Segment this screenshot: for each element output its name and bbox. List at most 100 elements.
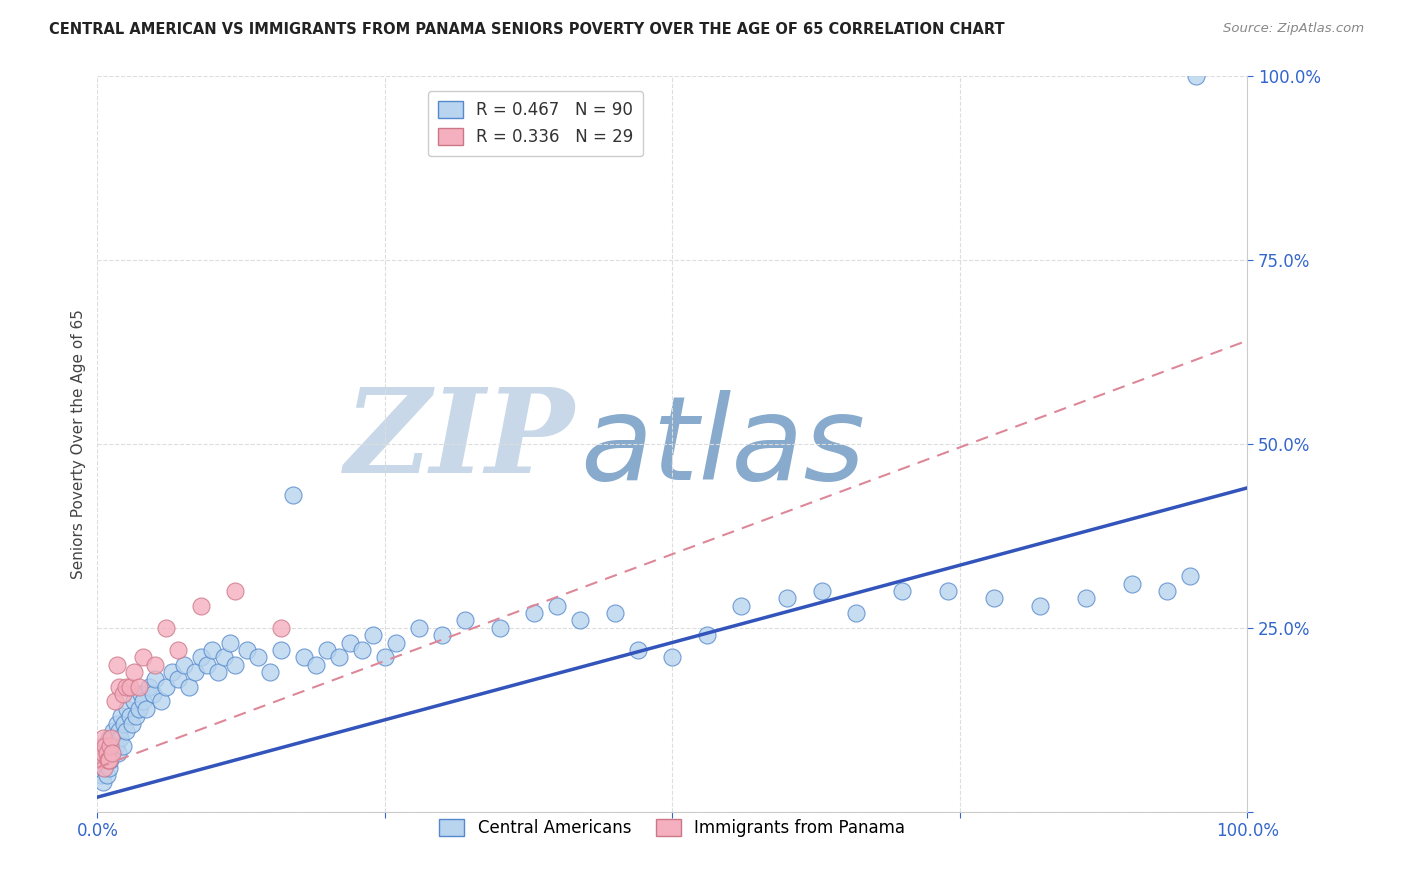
Point	[696, 628, 718, 642]
Point	[1076, 591, 1098, 606]
Point	[115, 723, 138, 738]
Point	[305, 657, 328, 672]
Point	[115, 680, 138, 694]
Point	[143, 673, 166, 687]
Point	[107, 746, 129, 760]
Point	[108, 680, 131, 694]
Point	[1121, 576, 1143, 591]
Point	[97, 753, 120, 767]
Point	[100, 731, 122, 746]
Point	[98, 739, 121, 753]
Point	[87, 746, 110, 760]
Point	[316, 643, 339, 657]
Point	[195, 657, 218, 672]
Point	[91, 775, 114, 789]
Point	[110, 731, 132, 746]
Point	[108, 723, 131, 738]
Point	[97, 746, 120, 760]
Point	[101, 746, 124, 760]
Point	[143, 657, 166, 672]
Point	[93, 761, 115, 775]
Point	[627, 643, 650, 657]
Point	[224, 657, 246, 672]
Point	[236, 643, 259, 657]
Point	[100, 739, 122, 753]
Point	[184, 665, 207, 679]
Point	[104, 739, 127, 753]
Point	[89, 761, 111, 775]
Point	[135, 702, 157, 716]
Point	[104, 694, 127, 708]
Point	[212, 650, 235, 665]
Point	[89, 753, 111, 767]
Point	[1178, 569, 1201, 583]
Point	[270, 621, 292, 635]
Point	[111, 687, 134, 701]
Point	[98, 753, 121, 767]
Point	[776, 591, 799, 606]
Point	[97, 753, 120, 767]
Legend: Central Americans, Immigrants from Panama: Central Americans, Immigrants from Panam…	[433, 813, 912, 844]
Point	[91, 746, 114, 760]
Point	[118, 680, 141, 694]
Point	[983, 591, 1005, 606]
Point	[166, 673, 188, 687]
Point	[91, 753, 114, 767]
Point	[432, 628, 454, 642]
Text: Source: ZipAtlas.com: Source: ZipAtlas.com	[1223, 22, 1364, 36]
Point	[190, 599, 212, 613]
Point	[155, 621, 177, 635]
Point	[121, 716, 143, 731]
Point	[97, 761, 120, 775]
Point	[190, 650, 212, 665]
Point	[350, 643, 373, 657]
Point	[270, 643, 292, 657]
Point	[661, 650, 683, 665]
Point	[96, 746, 118, 760]
Point	[374, 650, 396, 665]
Point	[207, 665, 229, 679]
Text: ZIP: ZIP	[344, 383, 575, 498]
Point	[117, 702, 139, 716]
Point	[179, 680, 201, 694]
Point	[1184, 69, 1206, 83]
Point	[569, 614, 592, 628]
Point	[218, 635, 240, 649]
Point	[96, 768, 118, 782]
Point	[110, 709, 132, 723]
Y-axis label: Seniors Poverty Over the Age of 65: Seniors Poverty Over the Age of 65	[72, 309, 86, 579]
Point	[1029, 599, 1052, 613]
Point	[93, 761, 115, 775]
Point	[201, 643, 224, 657]
Point	[128, 702, 150, 716]
Point	[488, 621, 510, 635]
Point	[811, 584, 834, 599]
Point	[339, 635, 361, 649]
Point	[129, 687, 152, 701]
Point	[90, 768, 112, 782]
Point	[155, 680, 177, 694]
Point	[122, 665, 145, 679]
Point	[845, 606, 868, 620]
Point	[128, 680, 150, 694]
Point	[328, 650, 350, 665]
Point	[90, 753, 112, 767]
Point	[132, 650, 155, 665]
Point	[141, 687, 163, 701]
Point	[454, 614, 477, 628]
Point	[101, 746, 124, 760]
Point	[132, 694, 155, 708]
Point	[523, 606, 546, 620]
Point	[125, 709, 148, 723]
Point	[138, 680, 160, 694]
Point	[166, 643, 188, 657]
Point	[259, 665, 281, 679]
Point	[91, 731, 114, 746]
Point	[104, 731, 127, 746]
Point	[408, 621, 430, 635]
Point	[94, 753, 117, 767]
Point	[281, 488, 304, 502]
Point	[122, 694, 145, 708]
Text: CENTRAL AMERICAN VS IMMIGRANTS FROM PANAMA SENIORS POVERTY OVER THE AGE OF 65 CO: CENTRAL AMERICAN VS IMMIGRANTS FROM PANA…	[49, 22, 1005, 37]
Point	[94, 739, 117, 753]
